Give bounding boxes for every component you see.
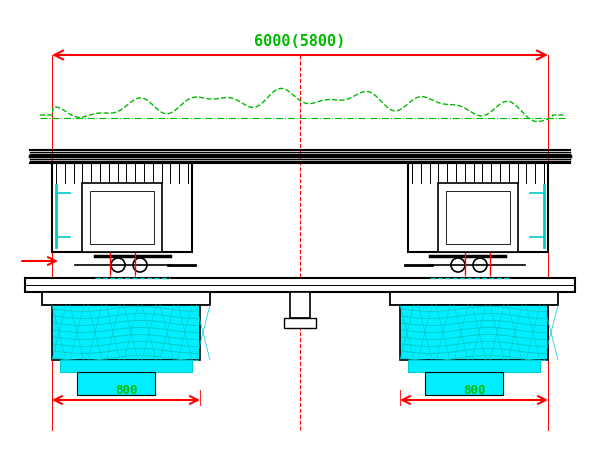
Bar <box>52 163 192 252</box>
Bar <box>438 183 518 252</box>
Bar <box>60 360 192 372</box>
Bar <box>446 191 510 244</box>
Text: 6000(5800): 6000(5800) <box>254 35 346 50</box>
Text: 800: 800 <box>463 383 485 396</box>
Bar <box>77 372 155 395</box>
Bar <box>390 292 558 305</box>
Bar <box>25 278 575 292</box>
Bar <box>408 163 548 252</box>
Bar <box>52 305 200 360</box>
Bar <box>425 372 503 395</box>
Text: 800: 800 <box>115 383 137 396</box>
Bar <box>284 318 316 328</box>
Bar <box>408 360 540 372</box>
Bar <box>400 305 548 360</box>
Bar <box>82 183 162 252</box>
Bar <box>90 191 154 244</box>
Bar <box>42 292 210 305</box>
Bar <box>290 292 310 318</box>
